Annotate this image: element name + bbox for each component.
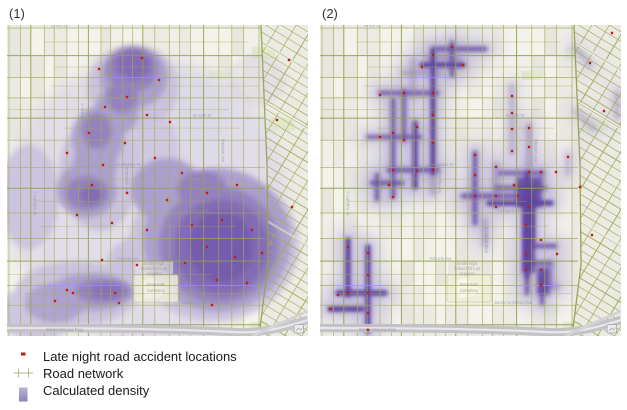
svg-text:Angeles: Angeles (146, 271, 161, 276)
svg-text:W 9th St: W 9th St (51, 23, 68, 28)
svg-text:Francis Ave: Francis Ave (117, 256, 139, 261)
svg-text:Rosedale: Rosedale (460, 282, 478, 287)
svg-text:S Hobart Blvd: S Hobart Blvd (171, 227, 176, 254)
svg-text:Smith High: Smith High (457, 261, 478, 266)
svg-text:Cambridge St: Cambridge St (428, 162, 454, 167)
svg-text:S Catalina St: S Catalina St (345, 191, 350, 216)
svg-text:S Vermont Ave: S Vermont Ave (80, 103, 85, 131)
svg-text:W 15th St: W 15th St (193, 113, 212, 118)
svg-text:W 15th St: W 15th St (506, 113, 525, 118)
svg-text:S Vermont Ave: S Vermont Ave (393, 103, 398, 131)
svg-text:Rosedale: Rosedale (147, 282, 165, 287)
svg-text:James M Wood Blvd: James M Wood Blvd (494, 300, 533, 305)
svg-text:Cemetery: Cemetery (147, 288, 166, 293)
svg-text:W 12th St: W 12th St (115, 72, 134, 77)
svg-text:Santa Monica Fwy: Santa Monica Fwy (359, 327, 397, 332)
svg-text:Western Ave: Western Ave (220, 139, 225, 163)
svg-text:Leeward Ave: Leeward Ave (185, 208, 210, 213)
svg-text:Leeward Ave: Leeward Ave (498, 208, 523, 213)
svg-text:Smith High: Smith High (144, 261, 165, 266)
svg-text:Francis Ave: Francis Ave (430, 256, 452, 261)
svg-text:Normandie Ave: Normandie Ave (124, 165, 129, 194)
svg-text:S Catalina St: S Catalina St (32, 191, 37, 216)
svg-text:Normandie Ave: Normandie Ave (437, 165, 442, 194)
svg-text:Santa Monica Fwy: Santa Monica Fwy (46, 327, 84, 332)
svg-text:W 9th St: W 9th St (364, 23, 381, 28)
svg-text:Angeles: Angeles (459, 271, 474, 276)
svg-text:Cambridge St: Cambridge St (115, 162, 141, 167)
svg-text:S Hobart Blvd: S Hobart Blvd (484, 227, 489, 254)
svg-text:W 12th St: W 12th St (428, 72, 447, 77)
svg-text:Cemetery: Cemetery (460, 288, 479, 293)
svg-text:James M Wood Blvd: James M Wood Blvd (181, 300, 220, 305)
svg-text:School Of Los: School Of Los (141, 266, 167, 271)
svg-text:School Of Los: School Of Los (454, 266, 480, 271)
svg-text:Western Ave: Western Ave (533, 139, 538, 163)
